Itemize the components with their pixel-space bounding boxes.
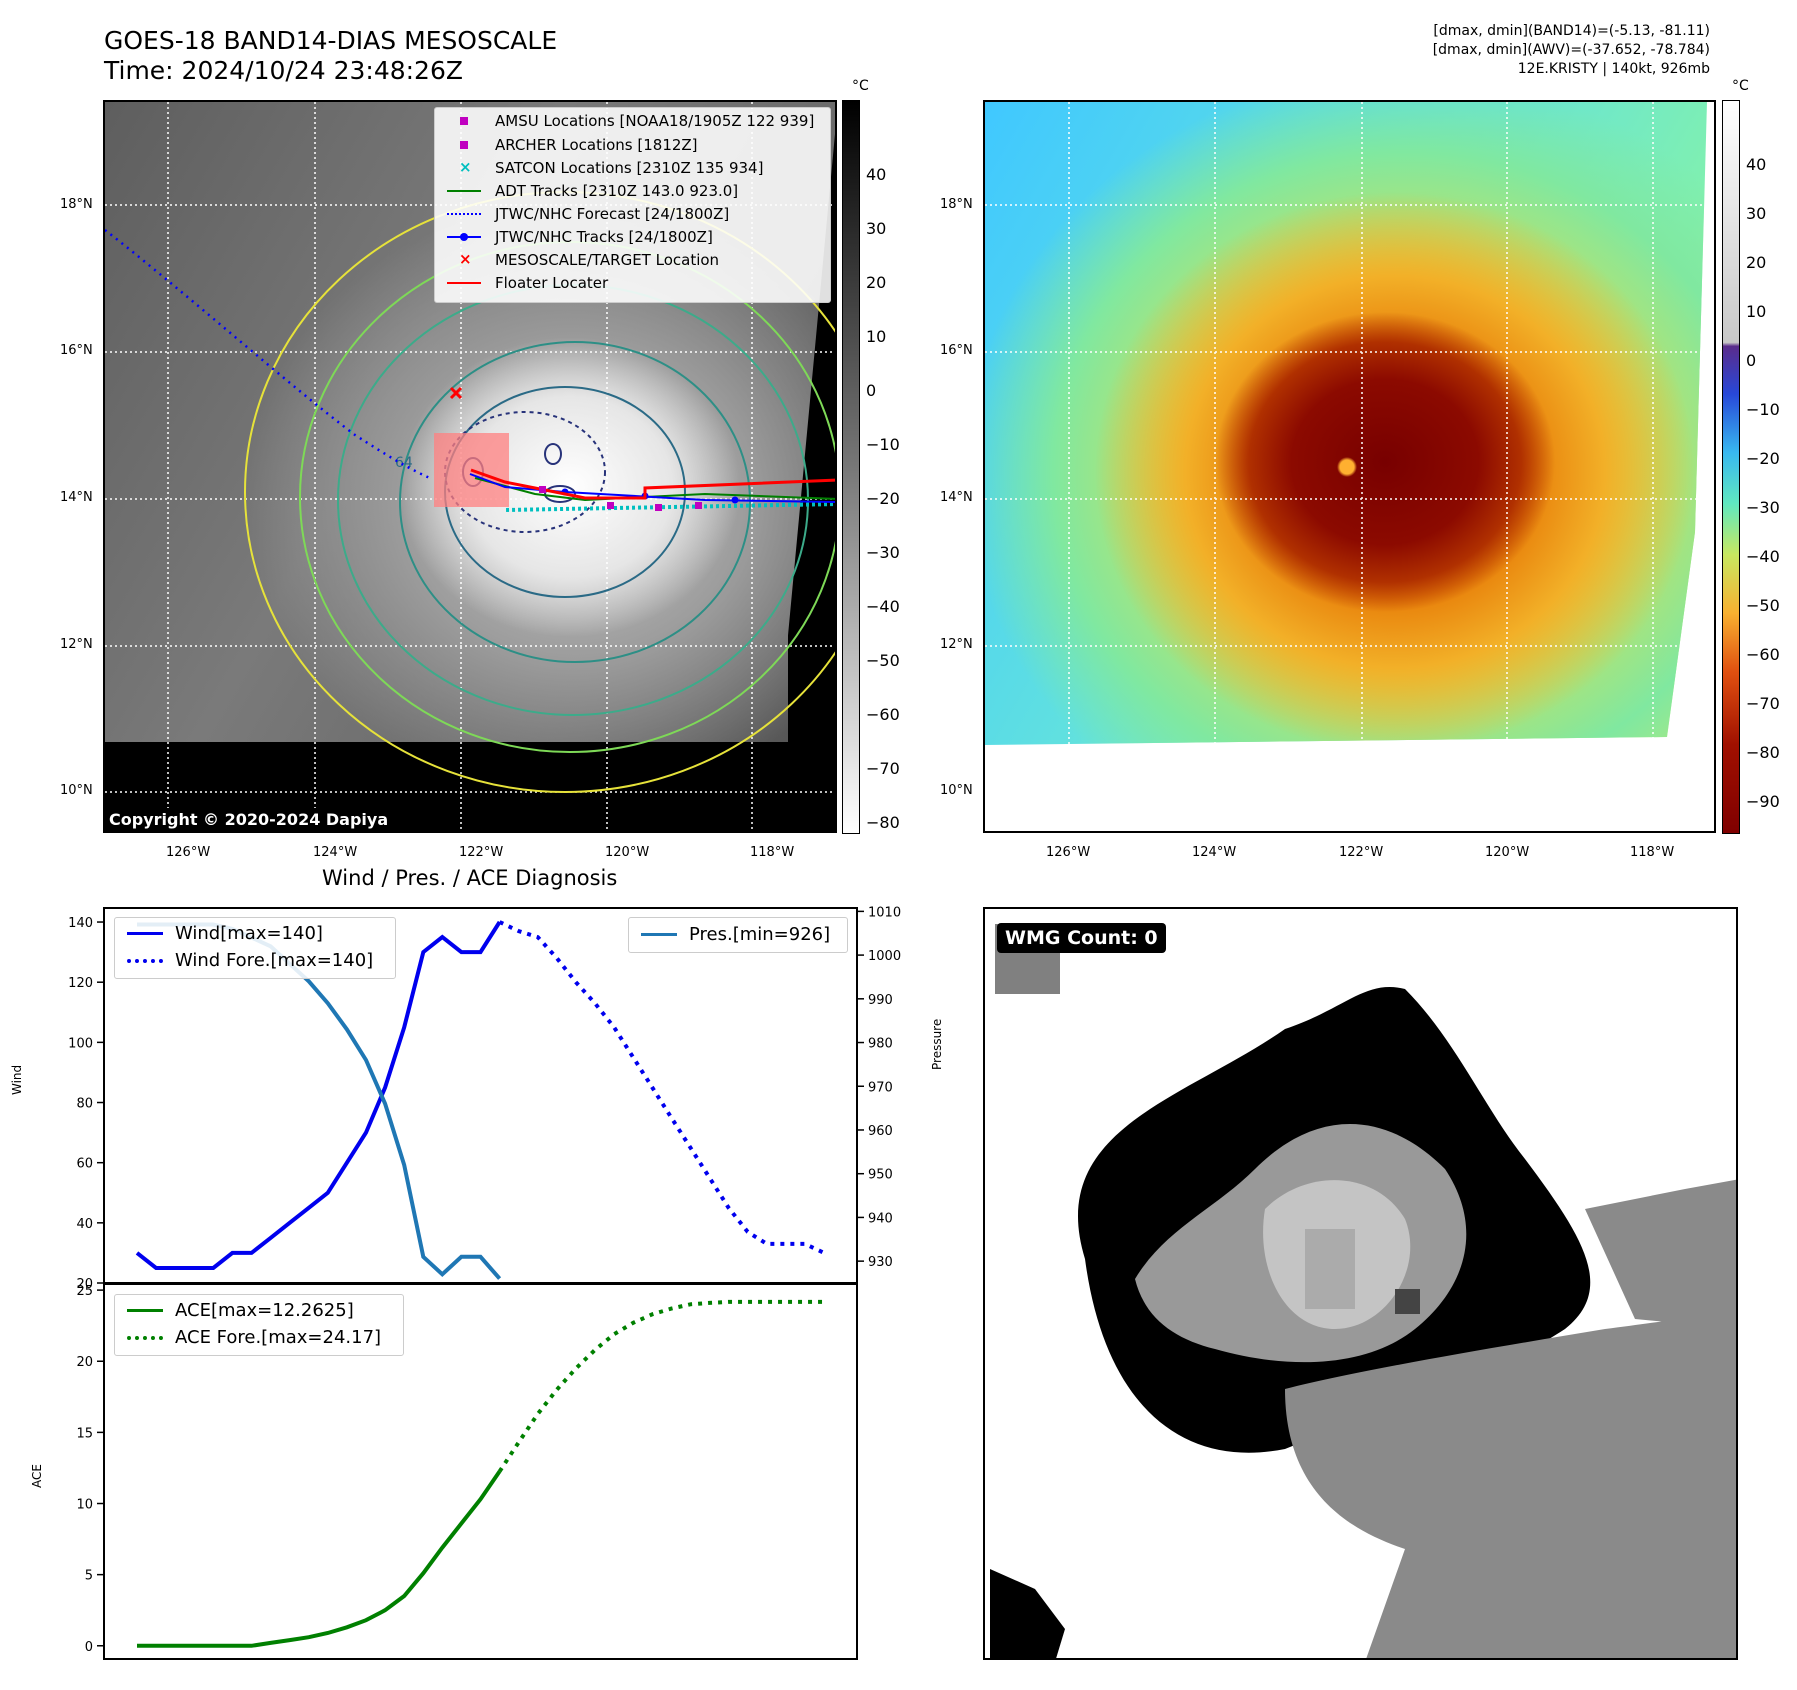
- left-satellite-map: 64 AMSU Locations [NOAA18/1905Z 122 939]…: [103, 100, 837, 833]
- left-lon-118: 118°W: [750, 845, 795, 860]
- pressure-tick-label: 1000: [868, 949, 901, 964]
- pressure-tick-label: 950: [868, 1168, 893, 1183]
- left-lat-10: 10°N: [60, 783, 93, 798]
- wind-tick-label: 100: [68, 1036, 93, 1051]
- right-lon-122: 122°W: [1339, 845, 1384, 860]
- pressure-tick-label: 960: [868, 1124, 893, 1139]
- target-marker: [449, 386, 463, 400]
- copyright-label: Copyright © 2020-2024 Dapiya: [105, 808, 393, 831]
- legend-ace-fore: ACE Fore.[max=24.17]: [123, 1327, 381, 1348]
- legend-ace: ACE[max=12.2625]: [123, 1300, 354, 1321]
- left-colorbar-unit: °C: [852, 78, 869, 94]
- legend-item-target: × MESOSCALE/TARGET Location: [459, 250, 720, 269]
- ace-axis-label: ACE: [30, 1464, 44, 1488]
- ace-tick-label: 25: [76, 1284, 93, 1299]
- right-lon-126: 126°W: [1046, 845, 1091, 860]
- legend-item-jtwc: JTWC/NHC Tracks [24/1800Z]: [443, 227, 713, 247]
- left-lon-124: 124°W: [313, 845, 358, 860]
- floater-track: [470, 468, 835, 500]
- awv-imagery: [985, 102, 1707, 745]
- wind-tick-label: 140: [68, 916, 93, 931]
- left-colorbar-ticks: 40 30 20 10 0 −10 −20 −30 −40 −50 −60 −70 −80: [866, 165, 900, 832]
- left-lon-122: 122°W: [459, 845, 504, 860]
- pressure-tick-label: 940: [868, 1211, 893, 1226]
- ace-tick-label: 10: [76, 1498, 93, 1513]
- pressure-tick-label: 970: [868, 1080, 893, 1095]
- right-lon-118: 118°W: [1630, 845, 1675, 860]
- ace-panel: [103, 1283, 858, 1660]
- left-lon-126: 126°W: [166, 845, 211, 860]
- left-lon-120: 120°W: [605, 845, 650, 860]
- contour-label: 64: [395, 455, 413, 471]
- pressure-tick-label: 990: [868, 993, 893, 1008]
- pressure-tick-label: 980: [868, 1037, 893, 1052]
- right-colorbar-unit: °C: [1732, 78, 1749, 94]
- right-lon-124: 124°W: [1192, 845, 1237, 860]
- legend-item-forecast: JTWC/NHC Forecast [24/1800Z]: [443, 204, 729, 224]
- wind-tick-label: 80: [76, 1097, 93, 1112]
- info-line-3: 12E.KRISTY | 140kt, 926mb: [1517, 61, 1710, 77]
- right-lon-120: 120°W: [1485, 845, 1530, 860]
- pressure-axis-label: Pressure: [930, 1018, 944, 1070]
- legend-item-floater: Floater Locater: [443, 273, 608, 293]
- ace-tick-label: 0: [85, 1640, 93, 1655]
- legend-item-archer: ARCHER Locations [1812Z]: [443, 135, 698, 155]
- wmg-image: [990, 924, 1736, 1658]
- info-block: [dmax, dmin](BAND14)=(-5.13, -81.11) [dm…: [1433, 22, 1710, 79]
- wind-tick-label: 40: [76, 1217, 93, 1232]
- left-lat-18: 18°N: [60, 197, 93, 212]
- left-lat-12: 12°N: [60, 637, 93, 652]
- right-lat-14: 14°N: [940, 490, 973, 505]
- title-line-1: GOES-18 BAND14-DIAS MESOSCALE: [104, 26, 558, 55]
- wind-tick-label: 20: [76, 1277, 93, 1292]
- wind-tick-label: 120: [68, 976, 93, 991]
- right-colorbar-ticks: 40 30 20 10 0 −10 −20 −30 −40 −50 −60 −70 −80 −90: [1746, 155, 1780, 811]
- map-overlay: 64: [105, 102, 835, 831]
- right-lat-18: 18°N: [940, 197, 973, 212]
- page-title: GOES-18 BAND14-DIAS MESOSCALE Time: 2024…: [104, 26, 557, 86]
- right-colorbar: [1722, 100, 1740, 834]
- ace-tick-label: 20: [76, 1355, 93, 1370]
- left-colorbar: [842, 100, 860, 834]
- forecast-track: [105, 229, 433, 481]
- legend-wind: Wind[max=140]: [123, 923, 323, 944]
- right-lat-10: 10°N: [940, 783, 973, 798]
- info-line-1: [dmax, dmin](BAND14)=(-5.13, -81.11): [1433, 23, 1710, 39]
- title-line-2: Time: 2024/10/24 23:48:26Z: [104, 56, 463, 85]
- legend-item-satcon: × SATCON Locations [2310Z 135 934]: [459, 158, 764, 177]
- legend-wind-fore: Wind Fore.[max=140]: [123, 950, 373, 971]
- legend-item-adt: ADT Tracks [2310Z 143.0 923.0]: [443, 181, 738, 201]
- diagnosis-title: Wind / Pres. / ACE Diagnosis: [322, 866, 618, 890]
- pressure-tick-label: 1010: [868, 905, 901, 920]
- right-lat-12: 12°N: [940, 637, 973, 652]
- wind-legend: Wind[max=140] Wind Fore.[max=140]: [114, 917, 396, 979]
- left-lat-16: 16°N: [60, 343, 93, 358]
- legend-pressure: Pres.[min=926]: [637, 924, 830, 945]
- wind-tick-label: 60: [76, 1157, 93, 1172]
- legend-item-amsu: AMSU Locations [NOAA18/1905Z 122 939]: [443, 111, 814, 131]
- ace-legend: ACE[max=12.2625] ACE Fore.[max=24.17]: [114, 1294, 404, 1356]
- wind-axis-label: Wind: [10, 1064, 24, 1095]
- ace-tick-label: 5: [85, 1569, 93, 1584]
- wmg-panel: WMG Count: 0: [983, 907, 1738, 1660]
- pressure-legend: Pres.[min=926]: [628, 917, 848, 953]
- right-gridlines: [985, 102, 1714, 745]
- wmg-count-badge: WMG Count: 0: [997, 923, 1166, 953]
- map-legend: AMSU Locations [NOAA18/1905Z 122 939] AR…: [434, 107, 831, 303]
- left-lat-14: 14°N: [60, 490, 93, 505]
- right-awv-map: [983, 100, 1716, 833]
- satcon-track: [504, 502, 835, 512]
- ace-tick-label: 15: [76, 1426, 93, 1441]
- info-line-2: [dmax, dmin](AWV)=(-37.652, -78.784): [1432, 42, 1710, 58]
- right-lat-16: 16°N: [940, 343, 973, 358]
- pressure-tick-label: 930: [868, 1255, 893, 1270]
